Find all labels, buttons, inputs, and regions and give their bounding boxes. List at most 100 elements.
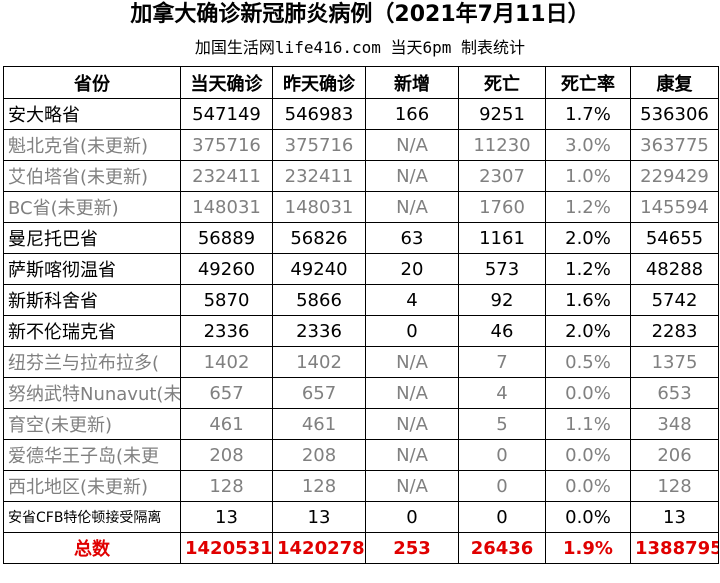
value-cell: 375716 (272, 129, 366, 161)
column-header: 康复 (630, 66, 719, 99)
value-cell: 13 (272, 501, 366, 533)
value-cell: 547149 (180, 98, 273, 130)
header-row: 省份 当天确诊 昨天确诊 新增 死亡 死亡率 康复 (3, 66, 719, 99)
value-cell: 7 (458, 346, 546, 378)
column-header: 新增 (365, 66, 459, 99)
value-cell: 208 (180, 439, 273, 471)
value-cell: 0.0% (545, 470, 631, 502)
table-row: 爱德华王子岛(未更 208 208 N/A 0 0.0% 206 (3, 439, 719, 471)
value-cell: 56889 (180, 222, 273, 254)
value-cell: 48288 (630, 253, 719, 285)
value-cell: 363775 (630, 129, 719, 161)
value-cell: 536306 (630, 98, 719, 130)
table-row: 安大略省 547149 546983 166 9251 1.7% 536306 (3, 98, 719, 130)
value-cell: 54655 (630, 222, 719, 254)
value-cell: 0 (365, 315, 459, 347)
value-cell: 0.5% (545, 346, 631, 378)
value-cell: 11230 (458, 129, 546, 161)
value-cell: 1402 (272, 346, 366, 378)
value-cell: 2336 (272, 315, 366, 347)
value-cell: 5870 (180, 284, 273, 316)
value-cell: 92 (458, 284, 546, 316)
province-cell: 安省CFB特伦顿接受隔离 (3, 501, 181, 533)
value-cell: 128 (630, 470, 719, 502)
value-cell: 5742 (630, 284, 719, 316)
value-cell: 461 (272, 408, 366, 440)
value-cell: 20 (365, 253, 459, 285)
province-cell: 安大略省 (3, 98, 181, 130)
value-cell: 1.6% (545, 284, 631, 316)
province-cell: 新不伦瑞克省 (3, 315, 181, 347)
province-cell: 努纳武特Nunavut(未 (3, 377, 181, 409)
value-cell: 166 (365, 98, 459, 130)
table-row: 安省CFB特伦顿接受隔离 13 13 0 0 0.0% 13 (3, 501, 719, 533)
table-row: 新不伦瑞克省 2336 2336 0 46 2.0% 2283 (3, 315, 719, 347)
value-cell: 0 (458, 470, 546, 502)
value-cell: 657 (180, 377, 273, 409)
table-row: BC省(未更新) 148031 148031 N/A 1760 1.2% 145594 (3, 191, 719, 223)
value-cell: 1.2% (545, 191, 631, 223)
province-cell: 西北地区(未更新) (3, 470, 181, 502)
total-label: 总数 (3, 532, 181, 564)
value-cell: 657 (272, 377, 366, 409)
value-cell: 229429 (630, 160, 719, 192)
value-cell: 546983 (272, 98, 366, 130)
value-cell: 56826 (272, 222, 366, 254)
value-cell: 9251 (458, 98, 546, 130)
value-cell: 148031 (180, 191, 273, 223)
value-cell: 375716 (180, 129, 273, 161)
province-cell: 纽芬兰与拉布拉多( (3, 346, 181, 378)
column-header: 当天确诊 (180, 66, 273, 99)
value-cell: 13 (630, 501, 719, 533)
value-cell: 3.0% (545, 129, 631, 161)
total-value: 253 (365, 532, 459, 564)
value-cell: N/A (365, 439, 459, 471)
total-value: 26436 (458, 532, 546, 564)
table-row: 育空(未更新) 461 461 N/A 5 1.1% 348 (3, 408, 719, 440)
value-cell: 232411 (180, 160, 273, 192)
table-row: 新斯科舍省 5870 5866 4 92 1.6% 5742 (3, 284, 719, 316)
province-cell: 魁北克省(未更新) (3, 129, 181, 161)
total-value: 1420278 (272, 532, 366, 564)
value-cell: 49240 (272, 253, 366, 285)
value-cell: 2.0% (545, 222, 631, 254)
value-cell: 63 (365, 222, 459, 254)
province-cell: 艾伯塔省(未更新) (3, 160, 181, 192)
province-cell: 育空(未更新) (3, 408, 181, 440)
value-cell: 4 (365, 284, 459, 316)
total-row: 总数 1420531 1420278 253 26436 1.9% 1388795 (3, 532, 719, 564)
value-cell: 145594 (630, 191, 719, 223)
total-value: 1420531 (180, 532, 273, 564)
total-value: 1.9% (545, 532, 631, 564)
province-cell: BC省(未更新) (3, 191, 181, 223)
value-cell: 461 (180, 408, 273, 440)
subtitle: 加国生活网life416.com 当天6pm 制表统计 (194, 38, 526, 57)
column-header: 死亡 (458, 66, 546, 99)
value-cell: 13 (180, 501, 273, 533)
value-cell: 0.0% (545, 439, 631, 471)
table-row: 魁北克省(未更新) 375716 375716 N/A 11230 3.0% 363775 (3, 129, 719, 161)
value-cell: N/A (365, 160, 459, 192)
value-cell: 1402 (180, 346, 273, 378)
value-cell: N/A (365, 191, 459, 223)
value-cell: 348 (630, 408, 719, 440)
value-cell: 1161 (458, 222, 546, 254)
value-cell: 1.2% (545, 253, 631, 285)
column-header: 省份 (3, 66, 181, 99)
value-cell: 49260 (180, 253, 273, 285)
value-cell: N/A (365, 377, 459, 409)
value-cell: 1.7% (545, 98, 631, 130)
title: 加拿大确诊新冠肺炎病例（2021年7月11日） (130, 2, 590, 27)
value-cell: 128 (180, 470, 273, 502)
data-table: 省份 当天确诊 昨天确诊 新增 死亡 死亡率 康复 安大略省 547149 546983 166 9… (3, 66, 719, 564)
table-row: 萨斯喀彻温省 49260 49240 20 573 1.2% 48288 (3, 253, 719, 285)
table-row: 西北地区(未更新) 128 128 N/A 0 0.0% 128 (3, 470, 719, 502)
column-header: 死亡率 (545, 66, 631, 99)
value-cell: 2336 (180, 315, 273, 347)
province-cell: 新斯科舍省 (3, 284, 181, 316)
value-cell: 1.0% (545, 160, 631, 192)
value-cell: 5866 (272, 284, 366, 316)
value-cell: N/A (365, 346, 459, 378)
value-cell: 573 (458, 253, 546, 285)
column-header: 昨天确诊 (272, 66, 366, 99)
